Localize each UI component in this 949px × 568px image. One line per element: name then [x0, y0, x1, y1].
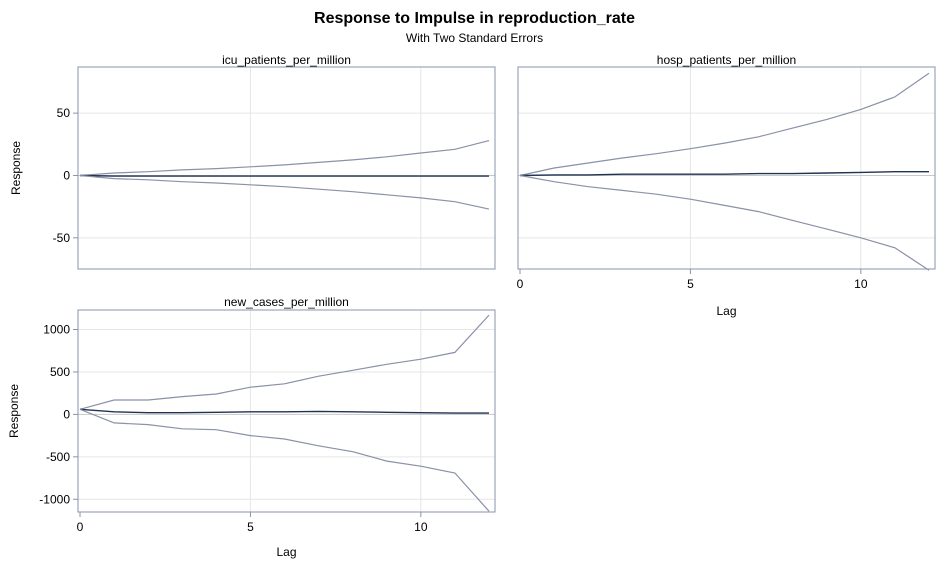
series-line-lower [519, 174, 930, 271]
series-line-response [519, 170, 929, 177]
series-line-lower [79, 408, 490, 512]
x-axis-title: Lag [716, 304, 736, 318]
y-tick-label: 500 [50, 365, 70, 379]
series-line-upper [79, 314, 490, 410]
series-line-lower [79, 174, 490, 210]
plot-frame [517, 66, 936, 270]
y-tick-label: 1000 [43, 323, 70, 337]
y-tick-label: -1000 [39, 492, 70, 506]
figure-title: Response to Impulse in reproduction_rate [314, 10, 635, 27]
x-tick-label: 0 [517, 277, 524, 291]
y-tick-label: -500 [46, 450, 70, 464]
y-tick-label: -50 [53, 231, 71, 245]
y-axis-title: Response [9, 141, 23, 195]
x-tick-label: 5 [247, 520, 254, 534]
y-axis-title: Response [7, 384, 21, 438]
x-tick-label: 10 [414, 520, 428, 534]
series-line-response [79, 408, 489, 414]
figure-subtitle: With Two Standard Errors [405, 31, 544, 45]
series-line-upper [79, 140, 490, 177]
x-tick-label: 0 [77, 520, 84, 534]
x-tick-label: 10 [854, 277, 868, 291]
panel-title: icu_patients_per_million [222, 53, 351, 67]
y-tick-label: 0 [63, 407, 70, 421]
panel-title: new_cases_per_million [224, 295, 349, 309]
y-tick-label: 50 [57, 106, 71, 120]
x-axis-title: Lag [276, 545, 296, 559]
y-tick-label: 0 [63, 168, 70, 182]
panel-2 [517, 66, 936, 274]
plot-frame [77, 66, 496, 270]
series-line-upper [519, 72, 930, 177]
x-tick-label: 5 [687, 277, 694, 291]
panel-title: hosp_patients_per_million [657, 53, 796, 67]
panel-3 [73, 309, 496, 517]
plot-frame [77, 309, 496, 513]
series-line-response [79, 174, 489, 177]
panel-1 [73, 66, 496, 270]
